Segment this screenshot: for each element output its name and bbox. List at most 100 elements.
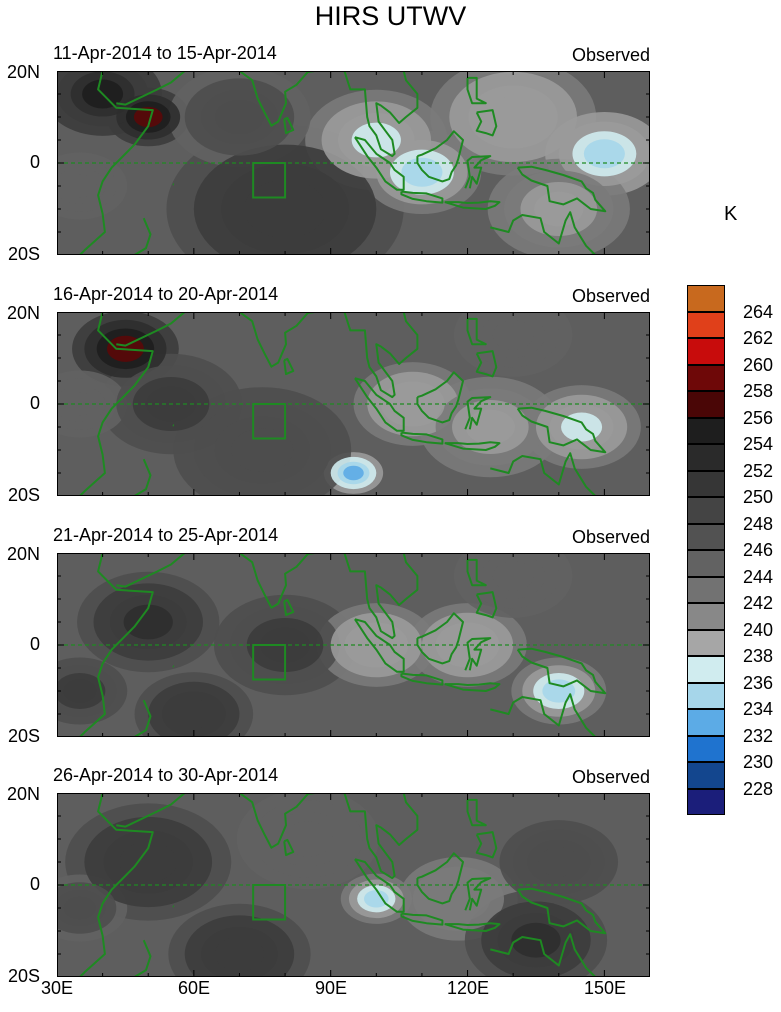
- region-box: [252, 644, 287, 681]
- coastline: [133, 458, 152, 496]
- panel-period-label: 21-Apr-2014 to 25-Apr-2014: [53, 525, 279, 545]
- colorbar-swatch: [687, 576, 725, 603]
- colorbar-tick-label: 234: [743, 699, 774, 719]
- contour-region: [119, 841, 177, 883]
- coastline: [466, 798, 487, 827]
- coastline: [79, 71, 154, 255]
- contour-region: [583, 139, 625, 169]
- map-panel: 16-Apr-2014 to 20-Apr-2014 Observed 20N …: [0, 241, 781, 505]
- coastline: [516, 406, 607, 454]
- coastline: [444, 922, 501, 932]
- contour-region: [123, 604, 173, 640]
- coastline: [133, 699, 152, 737]
- coastline: [416, 371, 464, 424]
- map-panel: 21-Apr-2014 to 25-Apr-2014 Observed 20N …: [0, 482, 781, 746]
- contour-region: [283, 821, 333, 857]
- colorbar-tick-label: 238: [743, 646, 774, 666]
- lon-label: 120E: [446, 978, 490, 998]
- colorbar-swatch: [687, 417, 725, 444]
- coastline: [343, 312, 419, 399]
- lon-label: 90E: [314, 978, 348, 998]
- contour-region: [244, 180, 327, 238]
- coastline: [343, 553, 419, 640]
- coastline: [444, 441, 501, 451]
- colorbar-tick-label: 250: [743, 487, 774, 507]
- coastline: [475, 831, 498, 859]
- coastline: [354, 618, 405, 673]
- colorbar-swatch: [687, 497, 725, 524]
- colorbar-swatch: [687, 629, 725, 656]
- lat-label-north: 20N: [6, 62, 40, 82]
- colorbar-swatch: [687, 444, 725, 471]
- coastline: [283, 116, 295, 135]
- contour-region: [133, 106, 163, 128]
- contour-region: [214, 99, 265, 135]
- coastline: [133, 217, 152, 255]
- panel-kind-label: Observed: [571, 767, 650, 787]
- coastline: [238, 312, 315, 368]
- panel-kind-label: Observed: [571, 527, 650, 547]
- coastline: [416, 852, 464, 905]
- coastline: [416, 130, 464, 183]
- lat-label-north: 20N: [6, 544, 40, 564]
- colorbar-swatch: [687, 603, 725, 630]
- coastline: [343, 71, 419, 158]
- colorbar-swatch: [687, 735, 725, 762]
- colorbar-tick-label: 246: [743, 540, 774, 560]
- lon-label: 60E: [177, 978, 211, 998]
- contour-region: [343, 465, 364, 481]
- panel-period-label: 16-Apr-2014 to 20-Apr-2014: [53, 284, 279, 304]
- map-field: [57, 793, 650, 977]
- coastline: [79, 312, 154, 496]
- coastline: [516, 165, 607, 213]
- coastline: [238, 793, 315, 849]
- colorbar-swatch: [687, 338, 725, 365]
- panel-kind-label: Observed: [571, 45, 650, 65]
- colorbar-tick-label: 232: [743, 725, 774, 746]
- lat-label-south: 20S: [7, 244, 40, 264]
- coastline: [283, 357, 295, 376]
- colorbar-tick-label: 242: [743, 593, 774, 613]
- coastline: [238, 553, 315, 609]
- colorbar-tick-label: 248: [743, 513, 774, 534]
- contour-region: [465, 409, 515, 445]
- coastline: [354, 858, 405, 913]
- colorbar-swatch: [687, 709, 725, 736]
- colorbar-tick-label: 252: [743, 460, 774, 481]
- lat-label-north: 20N: [6, 784, 40, 804]
- contour-region: [63, 174, 97, 198]
- contour-region: [214, 936, 265, 972]
- colorbar-tick-label: 228: [743, 778, 774, 799]
- lat-label-south: 20S: [7, 485, 40, 505]
- colorbar-swatch: [687, 285, 725, 312]
- coastline: [466, 558, 487, 587]
- coastline: [116, 553, 186, 588]
- coastline: [475, 591, 498, 619]
- coastline: [116, 312, 186, 347]
- coastline: [516, 647, 607, 695]
- contour-region: [401, 157, 443, 187]
- contour-region: [351, 122, 401, 158]
- map-canvas: [57, 793, 650, 977]
- colorbar-swatch: [687, 550, 725, 577]
- coastline: [283, 838, 295, 857]
- coastline: [464, 637, 492, 671]
- contour-region: [538, 847, 580, 877]
- region-box: [252, 162, 287, 199]
- colorbar-swatch: [687, 470, 725, 497]
- coastline: [400, 672, 444, 686]
- colorbar-swatch: [687, 762, 725, 789]
- colorbar-tick-label: 240: [743, 619, 774, 640]
- coastline: [466, 317, 487, 346]
- colorbar-unit-label: K: [724, 203, 738, 225]
- lat-label-equator: 0: [29, 874, 40, 894]
- coastline: [116, 71, 186, 106]
- coastline: [354, 377, 405, 432]
- coastline: [464, 877, 492, 911]
- coastline: [490, 211, 597, 255]
- map-panel: 26-Apr-2014 to 30-Apr-2014 Observed 20N …: [0, 722, 781, 986]
- contour-region: [173, 699, 215, 729]
- map-canvas: [57, 312, 650, 496]
- coastline: [116, 793, 186, 828]
- coastline: [400, 431, 444, 445]
